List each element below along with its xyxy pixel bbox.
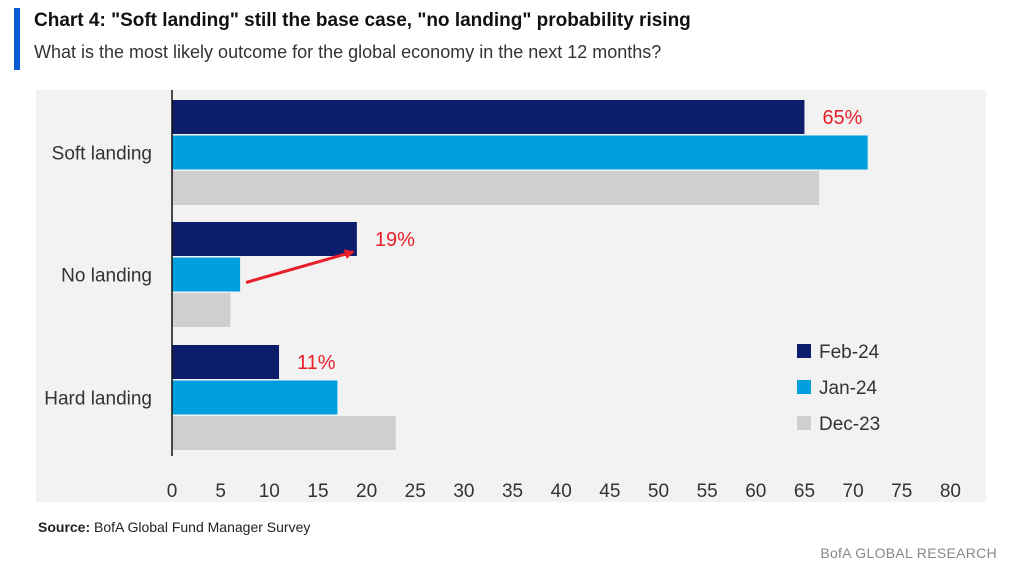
x-tick-label: 45 [599,481,620,502]
x-tick-label: 60 [745,481,766,502]
x-tick-label: 5 [215,481,226,502]
x-tick-label: 10 [259,481,280,502]
brand-label: BofA GLOBAL RESEARCH [820,545,997,561]
bar-feb-24-hard-landing [172,345,280,379]
bar-jan-24-no-landing [172,257,241,292]
bar-feb-24-soft-landing [172,100,805,134]
legend-label: Dec-23 [819,414,880,435]
legend-label: Feb-24 [819,342,880,363]
x-tick-label: 80 [940,481,961,502]
legend-label: Jan-24 [819,378,878,399]
category-label: Soft landing [52,144,152,165]
x-tick-label: 75 [891,481,912,502]
category-label: Hard landing [44,389,152,410]
x-tick-label: 15 [307,481,328,502]
legend-swatch-feb-24 [797,344,811,358]
x-tick-label: 30 [453,481,474,502]
trend-arrow [245,249,355,284]
bar-dec-23-no-landing [172,293,231,327]
bar-jan-24-soft-landing [172,135,868,170]
x-tick-label: 25 [405,481,426,502]
source-note: Source: BofA Global Fund Manager Survey [38,519,310,535]
x-tick-label: 50 [648,481,669,502]
x-tick-label: 55 [697,481,718,502]
bar-dec-23-hard-landing [172,416,396,450]
bar-jan-24-hard-landing [172,380,338,415]
x-tick-label: 70 [843,481,864,502]
chart-subtitle: What is the most likely outcome for the … [34,42,662,62]
bar-feb-24-no-landing [172,222,357,256]
category-label: No landing [61,266,152,287]
x-tick-label: 40 [551,481,572,502]
value-annotation: 65% [822,107,862,129]
title-accent-bar [14,8,20,70]
source-text: BofA Global Fund Manager Survey [94,519,311,535]
x-tick-label: 35 [502,481,523,502]
legend-swatch-jan-24 [797,380,811,394]
chart-title: Chart 4: "Soft landing" still the base c… [34,10,691,31]
source-label: Source: [38,519,91,535]
value-annotation: 11% [297,352,336,374]
value-annotation: 19% [375,229,415,251]
x-tick-label: 65 [794,481,815,502]
x-tick-label: 0 [167,481,178,502]
x-tick-label: 20 [356,481,377,502]
legend-swatch-dec-23 [797,416,811,430]
bar-dec-23-soft-landing [172,171,820,205]
